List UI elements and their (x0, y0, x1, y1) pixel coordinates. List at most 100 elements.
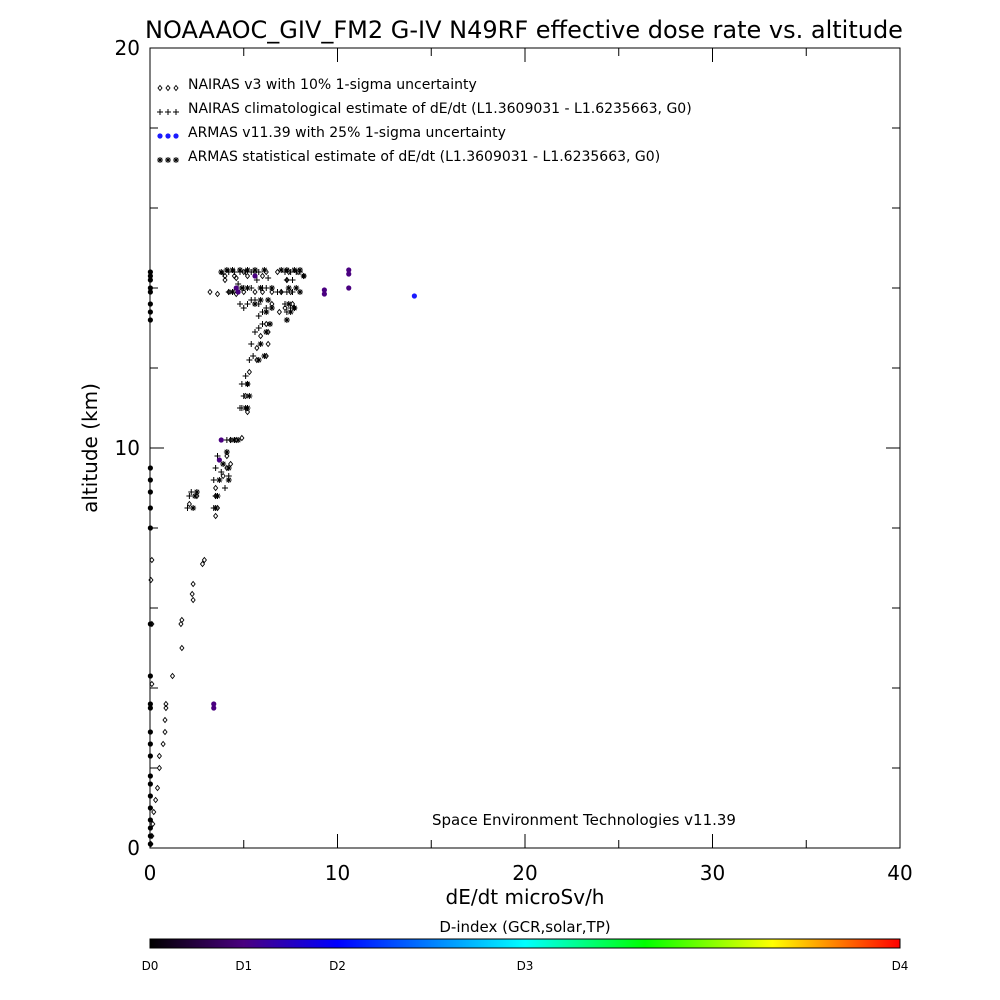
data-point (147, 317, 153, 323)
data-point (147, 673, 153, 679)
data-point (192, 493, 198, 499)
data-point (269, 288, 275, 296)
data-point (274, 268, 281, 276)
data-point (241, 268, 247, 276)
x-tick-label: 20 (512, 861, 537, 885)
data-point (147, 465, 153, 471)
data-point (268, 285, 275, 291)
data-point (235, 437, 242, 443)
data-point (216, 477, 223, 483)
legend-symbol (157, 109, 163, 115)
chart-title: NOAAAOC_GIV_FM2 G-IV N49RF effective dos… (145, 16, 903, 44)
data-point (160, 740, 166, 748)
data-point (300, 273, 307, 279)
data-point (265, 297, 272, 303)
data-point (257, 341, 264, 347)
legend-symbol (173, 133, 179, 139)
series-2 (147, 267, 417, 847)
data-point (246, 393, 253, 399)
data-point (147, 781, 153, 787)
data-point (235, 289, 241, 295)
data-point (179, 616, 185, 624)
data-point (263, 309, 270, 315)
data-point (252, 301, 258, 307)
series-3 (190, 267, 307, 511)
data-point (147, 817, 153, 823)
data-point (222, 485, 228, 491)
data-point (242, 373, 249, 379)
data-point (147, 773, 153, 779)
data-point (147, 269, 153, 275)
data-point (237, 301, 243, 307)
data-point (199, 560, 206, 568)
data-point (211, 705, 217, 711)
data-point (240, 393, 247, 399)
data-point (229, 267, 236, 273)
data-point (259, 272, 266, 280)
data-point (147, 621, 153, 627)
data-point (147, 301, 153, 307)
data-point (258, 332, 264, 340)
data-point (190, 505, 197, 511)
colorbar-tick-label: D2 (329, 959, 346, 973)
legend-symbol (173, 84, 179, 92)
colorbar-title: D-index (GCR,solar,TP) (439, 918, 610, 936)
data-point (213, 484, 219, 492)
data-point (223, 267, 230, 273)
data-point (193, 489, 200, 495)
data-point (265, 340, 271, 348)
data-point (278, 289, 285, 295)
data-point (210, 477, 217, 483)
series-0 (148, 268, 307, 848)
data-point (240, 305, 247, 311)
x-axis-label: dE/dt microSv/h (446, 885, 605, 909)
data-point (147, 277, 153, 283)
data-point (212, 505, 219, 511)
data-point (231, 437, 238, 443)
data-point (148, 576, 154, 584)
colorbar (149, 938, 901, 949)
data-point (218, 437, 224, 443)
data-point (147, 705, 153, 711)
data-point (235, 281, 242, 287)
data-point (147, 505, 153, 511)
data-point (261, 353, 268, 359)
data-point (214, 453, 221, 459)
legend-symbol (165, 109, 171, 115)
data-point (246, 368, 252, 376)
y-tick-label: 0 (127, 836, 140, 860)
data-point (285, 285, 292, 291)
data-point (297, 267, 303, 273)
legend-symbol (165, 84, 171, 92)
data-point (291, 305, 298, 311)
data-point (346, 267, 352, 273)
data-point (189, 590, 195, 598)
data-point (282, 304, 288, 312)
data-point (259, 288, 266, 296)
legend-label: ARMAS statistical estimate of dE/dt (L1.… (188, 149, 660, 165)
data-point (346, 271, 352, 277)
legend-label: NAIRAS climatological estimate of dE/dt … (188, 101, 692, 117)
legend: NAIRAS v3 with 10% 1-sigma uncertainty NA… (157, 77, 692, 165)
legend-symbol (157, 133, 163, 139)
legend-item: ARMAS statistical estimate of dE/dt (L1.… (157, 149, 660, 165)
data-point (162, 716, 168, 724)
data-point (293, 285, 300, 291)
y-tick-label: 20 (115, 36, 140, 60)
data-point (278, 267, 285, 273)
data-point (190, 596, 196, 604)
data-point (244, 405, 251, 411)
data-point (223, 449, 230, 455)
data-point (265, 275, 272, 281)
data-point (411, 293, 417, 299)
legend-label: ARMAS v11.39 with 25% 1-sigma uncertaint… (188, 125, 506, 141)
data-point (151, 808, 157, 816)
data-point (218, 469, 225, 475)
credit-text: Space Environment Technologies v11.39 (432, 811, 736, 829)
data-point (244, 272, 251, 280)
data-point (283, 277, 290, 283)
data-point (147, 489, 153, 495)
data-point (321, 287, 327, 293)
tick-labels: 0 10 20 30 40 0 10 20 (115, 36, 913, 885)
data-point (213, 512, 219, 520)
